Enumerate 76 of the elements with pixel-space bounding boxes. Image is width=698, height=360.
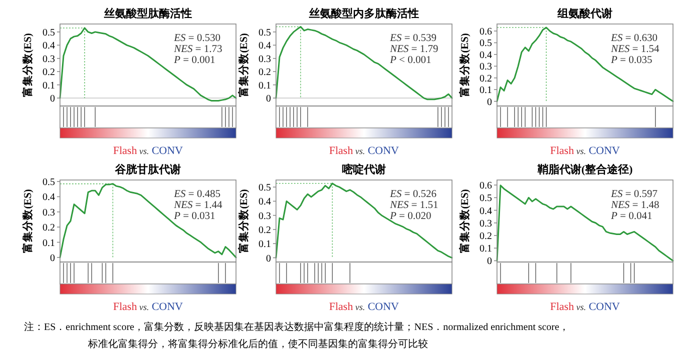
y-tick-label: 0.3 <box>480 62 492 73</box>
y-tick-label: 0.1 <box>42 80 55 92</box>
y-tick-label: 0.1 <box>42 238 55 249</box>
annotation: NES = 1.44 <box>173 200 223 211</box>
y-tick-label: 0.2 <box>258 67 271 78</box>
y-tick-label: 0.4 <box>258 196 271 208</box>
y-tick-label: 0.6 <box>480 26 492 38</box>
annotation: ES = 0.597 <box>610 189 658 200</box>
x-axis-title: Flash vs. CONV <box>113 145 183 157</box>
y-tick-label: 0.3 <box>258 54 271 65</box>
chart-title: 丝氨酸型肽酶活性 <box>103 7 192 20</box>
annotation: P = 0.020 <box>389 211 432 222</box>
x-axis-title: Flash vs. CONV <box>329 301 399 313</box>
y-tick-label: 0.3 <box>42 207 55 218</box>
x-axis-title: Flash vs. CONV <box>550 301 620 313</box>
y-tick-label: 0.1 <box>258 80 271 92</box>
chart-title: 鞘脂代谢(整合途径) <box>536 163 633 176</box>
y-tick-label: 0.3 <box>42 54 55 65</box>
y-tick-label: 0.5 <box>480 38 492 50</box>
annotation: P = 0.001 <box>173 55 216 66</box>
y-axis-title: 富集分数(ES) <box>237 188 250 253</box>
y-tick-label: 0.5 <box>258 182 271 194</box>
y-tick-label: 0 <box>487 96 492 108</box>
annotation: NES = 1.54 <box>610 44 660 55</box>
y-tick-label: 0.1 <box>258 239 271 250</box>
y-tick-label: 0 <box>50 252 55 264</box>
y-axis-title: 富集分数(ES) <box>21 32 34 97</box>
y-tick-label: 0.4 <box>42 192 55 204</box>
annotation: ES = 0.526 <box>389 189 436 200</box>
y-tick-label: 0.4 <box>480 50 492 61</box>
y-tick-label: 0.2 <box>258 224 271 236</box>
y-tick-label: 0.4 <box>480 206 492 217</box>
y-tick-label: 0 <box>266 253 271 264</box>
y-tick-label: 0.2 <box>42 222 55 234</box>
y-tick-label: 0.4 <box>42 40 55 52</box>
annotation: ES = 0.485 <box>173 189 220 200</box>
y-tick-label: 0 <box>266 94 271 105</box>
y-axis-title: 富集分数(ES) <box>458 188 471 253</box>
annotation: P = 0.041 <box>610 211 652 222</box>
y-tick-label: 0.2 <box>480 231 492 242</box>
y-tick-label: 0.4 <box>258 40 271 52</box>
annotation: ES = 0.530 <box>173 33 220 44</box>
y-axis-title: 富集分数(ES) <box>458 32 471 97</box>
chart-title: 嘧啶代谢 <box>342 163 386 176</box>
annotation: ES = 0.630 <box>610 33 658 44</box>
y-tick-label: 0.1 <box>480 244 492 255</box>
chart-title: 组氨酸代谢 <box>556 7 612 20</box>
annotation: ES = 0.539 <box>389 33 436 44</box>
text: 注：ES．enrichment score，富集分数，反映基因集在基因表达数据中富集程度的统计量；NES．normalized enrichment score， <box>24 321 570 333</box>
annotation: NES = 1.73 <box>173 44 222 55</box>
y-tick-label: 0.2 <box>42 67 55 78</box>
y-tick-label: 0 <box>487 256 492 268</box>
x-axis-title: Flash vs. CONV <box>550 145 620 157</box>
y-axis-title: 富集分数(ES) <box>237 32 250 97</box>
annotation: NES = 1.79 <box>389 44 438 55</box>
annotation: P = 0.035 <box>610 55 652 66</box>
y-tick-label: 0.5 <box>42 27 55 38</box>
y-tick-label: 0 <box>50 94 55 105</box>
chart-title: 谷胱甘肽代谢 <box>114 163 181 176</box>
y-tick-label: 0.5 <box>480 193 492 204</box>
y-tick-label: 0.3 <box>480 218 492 230</box>
x-axis-title: Flash vs. CONV <box>113 301 183 313</box>
y-axis-title: 富集分数(ES) <box>21 188 34 253</box>
y-tick-label: 0.3 <box>258 210 271 222</box>
text: 标准化富集得分，将富集得分标准化后的值，使不同基因集的富集得分可比较 <box>87 338 428 350</box>
annotation: P = 0.031 <box>173 211 216 222</box>
chart-title: 丝氨酸型内多肽酶活性 <box>308 7 419 20</box>
x-axis-title: Flash vs. CONV <box>329 145 399 157</box>
annotation: NES = 1.48 <box>610 200 660 211</box>
y-tick-label: 0.1 <box>480 85 492 96</box>
y-tick-label: 0.5 <box>42 177 55 188</box>
y-tick-label: 0.5 <box>258 27 271 38</box>
annotation: P < 0.001 <box>389 55 432 66</box>
y-tick-label: 0.2 <box>480 73 492 84</box>
annotation: NES = 1.51 <box>389 200 438 211</box>
y-tick-label: 0.6 <box>480 180 492 192</box>
